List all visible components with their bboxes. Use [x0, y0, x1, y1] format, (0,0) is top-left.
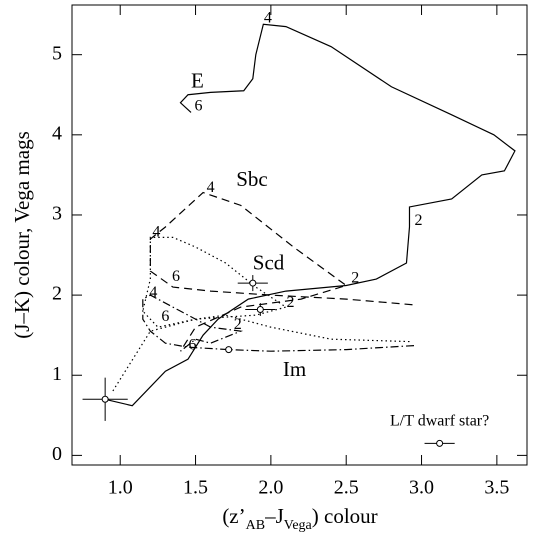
- y-tick-label: 2: [52, 283, 62, 305]
- y-axis-label: (J–K) colour, Vega mags: [10, 131, 34, 339]
- series-label: Scd: [253, 250, 285, 274]
- x-label-part: AB: [246, 518, 265, 533]
- data-point: [249, 279, 257, 287]
- x-label-part: ) colour: [312, 504, 378, 528]
- series-label: Sbc: [236, 167, 268, 191]
- annotation: 2: [286, 294, 294, 311]
- series-line: [149, 191, 413, 352]
- y-tick-label: 0: [52, 443, 62, 465]
- annotation: 6: [172, 268, 180, 285]
- annotation: 4: [149, 284, 157, 301]
- x-tick-label: 1.0: [108, 477, 133, 499]
- plot-frame: [71, 4, 528, 466]
- x-tick-label: 3.5: [484, 477, 509, 499]
- x-tick-label: 3.0: [409, 477, 434, 499]
- annotation: 2: [415, 212, 423, 229]
- data-point: [225, 346, 233, 354]
- annotation: L/T dwarf star?: [390, 412, 489, 429]
- data-point: [256, 306, 264, 314]
- x-tick-label: 1.5: [183, 477, 208, 499]
- y-tick-label: 3: [52, 203, 62, 225]
- annotation: 6: [161, 308, 169, 325]
- series-line: [142, 294, 415, 352]
- y-tick-label: 1: [52, 363, 62, 385]
- data-point: [436, 439, 444, 447]
- x-tick-label: 2.0: [258, 477, 283, 499]
- annotation: 4: [207, 179, 215, 196]
- annotation: 2: [351, 270, 359, 287]
- data-point: [101, 395, 109, 403]
- annotation: 4: [152, 223, 160, 240]
- x-label-part: (z’: [222, 504, 245, 528]
- y-tick-label: 5: [52, 42, 62, 64]
- series-line: [105, 23, 516, 407]
- series-label: Im: [283, 357, 306, 381]
- x-axis-label: (z’AB–JVega) colour: [222, 504, 377, 533]
- series-label: E: [191, 69, 204, 93]
- x-label-part: Vega: [284, 518, 313, 533]
- annotation: 4: [264, 9, 272, 26]
- y-tick-label: 4: [52, 122, 62, 144]
- x-label-part: –J: [264, 504, 284, 528]
- x-tick-label: 2.5: [334, 477, 359, 499]
- annotation: 2: [234, 316, 242, 333]
- annotation: 6: [195, 97, 203, 114]
- annotation: 6: [189, 336, 197, 353]
